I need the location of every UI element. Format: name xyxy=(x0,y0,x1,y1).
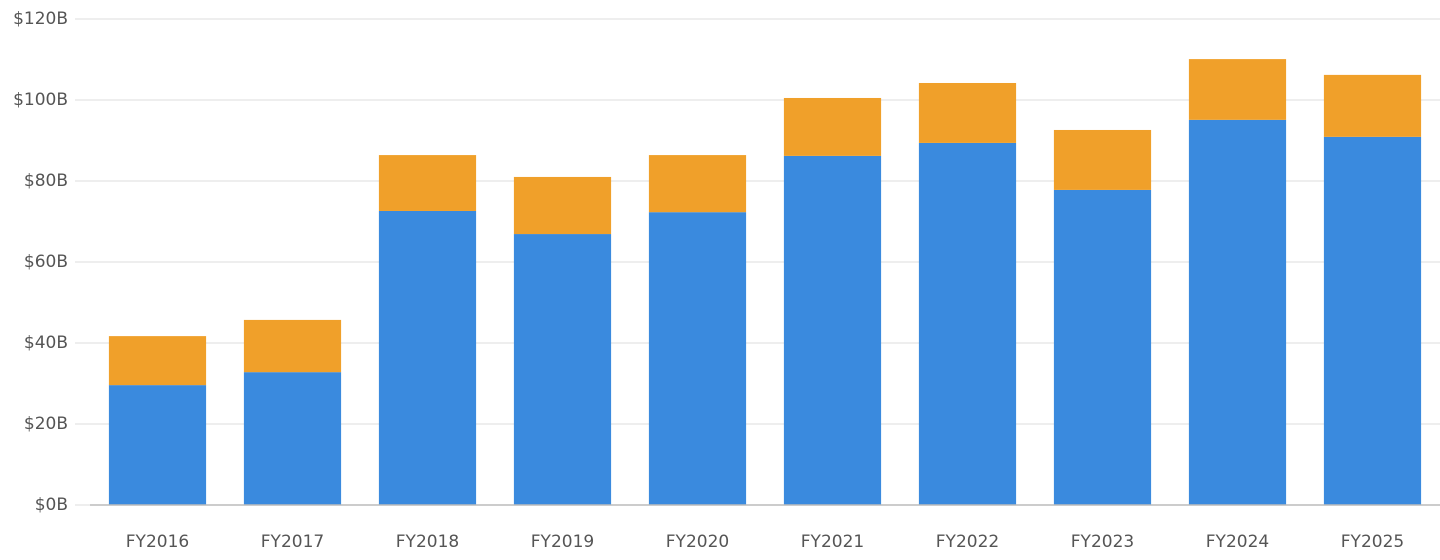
bar-segment xyxy=(783,97,882,156)
y-tick-label: $40B xyxy=(24,333,68,353)
bar-segment xyxy=(1188,119,1287,505)
x-tick-label: FY2023 xyxy=(1071,532,1134,552)
x-tick-label: FY2017 xyxy=(261,532,324,552)
y-tick-label: $120B xyxy=(13,9,68,29)
bar-segment xyxy=(513,176,612,235)
x-tick-label: FY2022 xyxy=(936,532,999,552)
bar-segment xyxy=(918,142,1017,505)
bar-segment xyxy=(243,319,342,373)
bar-segment xyxy=(1323,74,1422,137)
bar-segment xyxy=(918,82,1017,143)
bar-segment xyxy=(1188,59,1287,120)
x-tick-label: FY2016 xyxy=(126,532,189,552)
bar-segment xyxy=(1053,129,1152,190)
bar-segment xyxy=(108,336,207,386)
x-tick-label: FY2018 xyxy=(396,532,459,552)
y-tick-label: $60B xyxy=(24,252,68,272)
x-tick-label: FY2020 xyxy=(666,532,729,552)
bar-segment xyxy=(243,372,342,505)
bar-segment xyxy=(1053,189,1152,505)
bar-segment xyxy=(648,212,747,505)
bar-segment xyxy=(378,155,477,211)
bar-segment xyxy=(1323,136,1422,506)
y-tick-label: $0B xyxy=(35,495,68,515)
bar-segment xyxy=(513,234,612,505)
bar-segment xyxy=(378,210,477,505)
x-tick-label: FY2024 xyxy=(1206,532,1269,552)
y-tick-label: $20B xyxy=(24,414,68,434)
bar-segment xyxy=(648,155,747,213)
x-tick-label: FY2019 xyxy=(531,532,594,552)
y-tick-label: $100B xyxy=(13,90,68,110)
bar-segment xyxy=(783,155,882,505)
x-tick-label: FY2021 xyxy=(801,532,864,552)
bar-segment xyxy=(108,385,207,505)
y-tick-label: $80B xyxy=(24,171,68,191)
x-tick-label: FY2025 xyxy=(1341,532,1404,552)
